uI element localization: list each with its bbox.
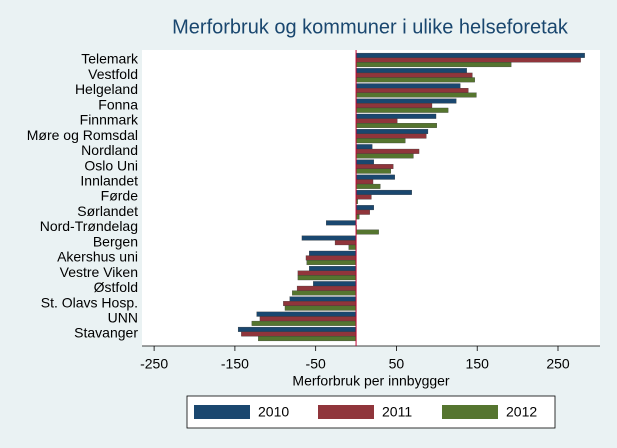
bar <box>355 144 373 150</box>
bar <box>355 72 473 78</box>
bar <box>355 148 420 154</box>
chart-title: Merforbruk og kommuner i ulike helsefore… <box>172 16 569 38</box>
bar <box>305 255 357 261</box>
legend-label: 2010 <box>258 404 289 420</box>
bar <box>348 244 357 250</box>
y-tick-label: Helgeland <box>75 81 138 97</box>
bar <box>355 83 461 89</box>
y-tick-label: Vestfold <box>88 66 138 82</box>
bar <box>355 229 379 235</box>
bar <box>301 235 357 241</box>
bar <box>355 138 406 144</box>
y-tick-label: Finnmark <box>80 112 139 128</box>
bar <box>296 285 357 291</box>
x-tick-label: -150 <box>221 356 249 372</box>
bar <box>355 159 374 165</box>
y-tick-label: Bergen <box>93 233 138 249</box>
bar <box>355 87 469 93</box>
bar <box>355 168 391 174</box>
y-tick-label: St. Olavs Hosp. <box>41 294 138 310</box>
bar <box>355 133 427 139</box>
bar <box>355 194 372 200</box>
y-tick-label: Fonna <box>98 96 138 112</box>
bar <box>259 316 357 322</box>
bar <box>251 320 357 326</box>
bar <box>355 164 394 170</box>
bar <box>309 266 357 271</box>
y-tick-label: Nord-Trøndelag <box>40 218 138 234</box>
x-tick-label: -250 <box>140 356 168 372</box>
y-tick-label: Oslo Uni <box>84 157 138 173</box>
bar <box>355 113 437 119</box>
bar <box>283 301 357 307</box>
y-tick-label: Møre og Romsdal <box>27 127 138 143</box>
x-tick-label: 150 <box>466 356 490 372</box>
bar <box>289 296 357 302</box>
bar <box>355 68 467 74</box>
legend-label: 2012 <box>506 404 537 420</box>
bar <box>355 92 477 98</box>
y-tick-label: Førde <box>101 188 139 204</box>
bar <box>355 103 433 109</box>
legend-swatch <box>442 405 498 419</box>
bar <box>297 275 357 281</box>
bar <box>355 183 381 189</box>
bar <box>355 77 475 83</box>
bar <box>355 62 512 68</box>
y-tick-label: Østfold <box>94 279 138 295</box>
x-tick-label: 50 <box>389 356 405 372</box>
bar <box>355 174 395 180</box>
bar <box>313 281 357 287</box>
bar <box>297 270 357 276</box>
y-tick-label: Vestre Viken <box>60 264 138 280</box>
y-tick-label: Nordland <box>81 142 138 158</box>
bar <box>292 290 357 296</box>
bar <box>355 129 429 134</box>
x-tick-label: -50 <box>306 356 326 372</box>
y-tick-label: Stavanger <box>74 325 138 341</box>
bar <box>309 250 357 256</box>
bar <box>258 336 357 342</box>
y-tick-label: Sørlandet <box>77 203 138 219</box>
y-tick-label: UNN <box>108 309 138 325</box>
bar <box>355 118 398 124</box>
bar <box>355 57 581 63</box>
bar <box>237 326 357 332</box>
y-tick-label: Akershus uni <box>57 249 138 265</box>
bar <box>355 153 414 159</box>
bar <box>355 123 437 128</box>
x-axis-label: Merforbruk per innbygger <box>292 373 450 389</box>
legend-label: 2011 <box>382 404 412 420</box>
bar <box>241 331 357 337</box>
bar <box>306 260 357 265</box>
legend-swatch <box>194 405 250 419</box>
bar <box>355 179 374 185</box>
bar <box>355 205 374 211</box>
bar <box>355 98 457 104</box>
x-tick-label: 250 <box>546 356 570 372</box>
bar <box>355 189 412 195</box>
bar <box>256 311 357 317</box>
y-tick-label: Innlandet <box>80 172 138 188</box>
bar <box>334 240 357 246</box>
legend-swatch <box>318 405 374 419</box>
bar <box>355 107 449 113</box>
bar <box>355 52 585 58</box>
bar <box>326 220 357 226</box>
bar <box>284 305 357 311</box>
bar <box>355 209 370 215</box>
y-tick-label: Telemark <box>81 51 139 67</box>
